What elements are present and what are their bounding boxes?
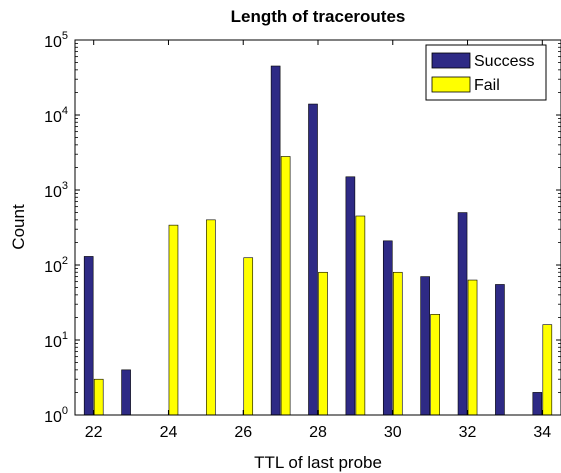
legend-swatch-fail xyxy=(431,76,471,93)
bar-fail-32 xyxy=(467,279,478,416)
x-tick-label-32: 32 xyxy=(459,424,477,441)
x-tick-label-30: 30 xyxy=(384,424,402,441)
legend-label-fail: Fail xyxy=(474,77,500,94)
bar-success-31 xyxy=(420,276,430,416)
bar-success-29 xyxy=(345,176,356,416)
plot-area xyxy=(75,40,561,415)
y-tick-label-2: 102 xyxy=(44,255,68,276)
y-tick-label-3: 103 xyxy=(44,180,68,201)
bar-fail-31 xyxy=(430,314,440,416)
x-tick-label-26: 26 xyxy=(234,424,252,441)
bar-success-34 xyxy=(532,392,543,416)
chart-title: Length of traceroutes xyxy=(231,7,406,26)
legend-swatch-success xyxy=(431,52,471,69)
bar-success-30 xyxy=(382,240,393,416)
bar-success-27 xyxy=(270,65,281,416)
x-tick-label-28: 28 xyxy=(309,424,327,441)
bar-success-32 xyxy=(457,212,468,416)
bar-success-33 xyxy=(495,284,505,416)
bar-fail-25 xyxy=(206,219,216,416)
bar-fail-34 xyxy=(542,324,553,416)
y-tick-label-1: 101 xyxy=(44,330,68,351)
bar-fail-22 xyxy=(93,378,104,416)
x-axis-label: TTL of last probe xyxy=(254,453,382,472)
y-tick-label-0: 100 xyxy=(44,405,68,426)
x-tick-label-22: 22 xyxy=(85,424,103,441)
bar-fail-27 xyxy=(280,156,291,416)
bar-success-23 xyxy=(121,369,131,416)
legend-label-success: Success xyxy=(474,53,534,70)
y-tick-label-4: 104 xyxy=(44,105,68,126)
bar-success-28 xyxy=(308,103,318,416)
legend: Success Fail xyxy=(425,44,547,101)
y-tick-label-5: 105 xyxy=(44,30,68,51)
bar-fail-30 xyxy=(392,271,403,416)
bar-fail-28 xyxy=(318,271,328,416)
bar-fail-26 xyxy=(243,257,254,416)
bar-fail-29 xyxy=(355,215,366,416)
y-axis-label: Count xyxy=(9,204,28,250)
x-tick-label-34: 34 xyxy=(533,424,551,441)
bar-success-22 xyxy=(83,256,94,416)
x-tick-label-24: 24 xyxy=(160,424,178,441)
bar-fail-24 xyxy=(168,224,179,416)
